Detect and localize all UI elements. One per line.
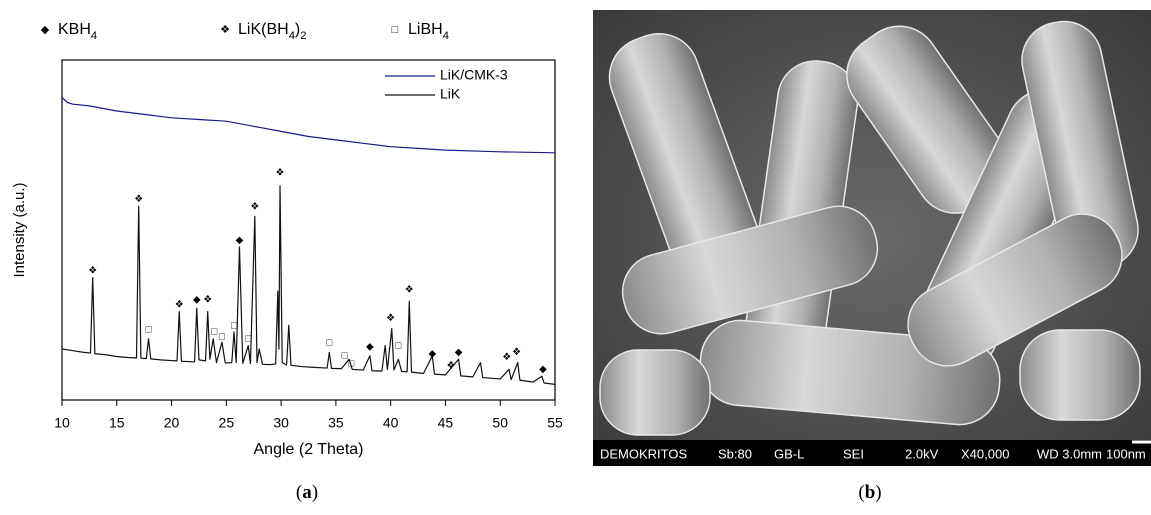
peak-marker: ❖: [386, 313, 395, 324]
peak-marker: ❖: [502, 352, 511, 363]
peak-marker: ◆: [366, 342, 374, 353]
panel-label-part: b: [865, 482, 876, 503]
x-tick-label: 10: [54, 415, 70, 431]
panel-label-part: (: [858, 482, 864, 503]
phase-label-part: KBH: [58, 21, 91, 38]
peak-marker: ❖: [250, 202, 259, 213]
panel-label-part: ): [875, 482, 881, 503]
peak-marker: ❖: [405, 284, 414, 295]
legend-label: LiK: [440, 86, 461, 102]
sem-info: WD 3.0mm: [1037, 446, 1102, 461]
peak-marker: □: [245, 333, 251, 344]
peak-marker: ◆: [428, 349, 436, 360]
peak-marker: ❖: [446, 361, 455, 372]
peak-marker: ❖: [88, 265, 97, 276]
y-axis-label: Intensity (a.u.): [11, 182, 28, 277]
peak-marker: ❖: [134, 194, 143, 205]
x-axis-label: Angle (2 Theta): [254, 441, 364, 458]
sem-info: X40,000: [961, 446, 1009, 461]
peak-marker: □: [211, 327, 217, 338]
phase-symbol: ◆: [41, 24, 50, 36]
x-tick-label: 25: [219, 415, 235, 431]
peak-marker: ❖: [512, 347, 521, 358]
sem-info: 2.0kV: [905, 446, 939, 461]
x-tick-label: 55: [547, 415, 563, 431]
panel-label-part: a: [302, 482, 312, 503]
phase-label-part: LiBH: [408, 21, 443, 38]
phase-label-part: 2: [300, 30, 306, 42]
x-tick-label: 40: [383, 415, 399, 431]
peak-marker: ❖: [175, 299, 184, 310]
phase-label: LiK(BH4)2: [238, 21, 306, 42]
legend-label: LiK/CMK-3: [440, 67, 508, 83]
phase-label: KBH4: [58, 21, 97, 42]
panel-label: (b): [858, 482, 881, 503]
peak-marker: □: [326, 338, 332, 349]
sem-info: SEI: [843, 446, 864, 461]
phase-label-part: 4: [289, 30, 295, 42]
sem-image: [593, 10, 1151, 466]
phase-label-part: 4: [443, 30, 449, 42]
panel-label-part: ): [312, 482, 318, 503]
sem-info: 100nm: [1106, 446, 1146, 461]
peak-marker: □: [348, 359, 354, 370]
phase-label-part: ): [295, 21, 300, 38]
series-line: [61, 96, 556, 154]
peak-marker: ◆: [539, 364, 547, 375]
sem-info: Sb:80: [718, 446, 752, 461]
plot-frame: [61, 59, 556, 401]
phase-symbol: ❖: [220, 24, 230, 36]
peak-marker: □: [219, 332, 225, 343]
peak-marker: □: [231, 321, 237, 332]
series-line: [61, 185, 556, 385]
peak-marker: □: [395, 341, 401, 352]
phase-symbol: □: [392, 24, 399, 36]
x-tick-label: 45: [438, 415, 454, 431]
sem-info: DEMOKRITOS: [600, 446, 687, 461]
peak-marker: ◆: [236, 235, 244, 246]
x-tick-label: 30: [273, 415, 289, 431]
x-tick-label: 15: [109, 415, 125, 431]
peak-marker: ◆: [455, 347, 463, 358]
x-tick-label: 35: [328, 415, 344, 431]
peak-marker: ❖: [203, 295, 212, 306]
phase-label-part: 4: [91, 30, 97, 42]
panel-label-part: (: [296, 482, 302, 503]
phase-label-part: LiK(BH: [238, 21, 289, 38]
peak-marker: ◆: [193, 295, 201, 306]
x-tick-label: 50: [492, 415, 508, 431]
x-tick-label: 20: [164, 415, 180, 431]
phase-label: LiBH4: [408, 21, 449, 42]
peak-marker: ❖: [276, 168, 285, 179]
peak-marker: □: [342, 350, 348, 361]
panel-label: (a): [296, 482, 318, 503]
peak-marker: □: [146, 325, 152, 336]
sem-info: GB-L: [774, 446, 804, 461]
